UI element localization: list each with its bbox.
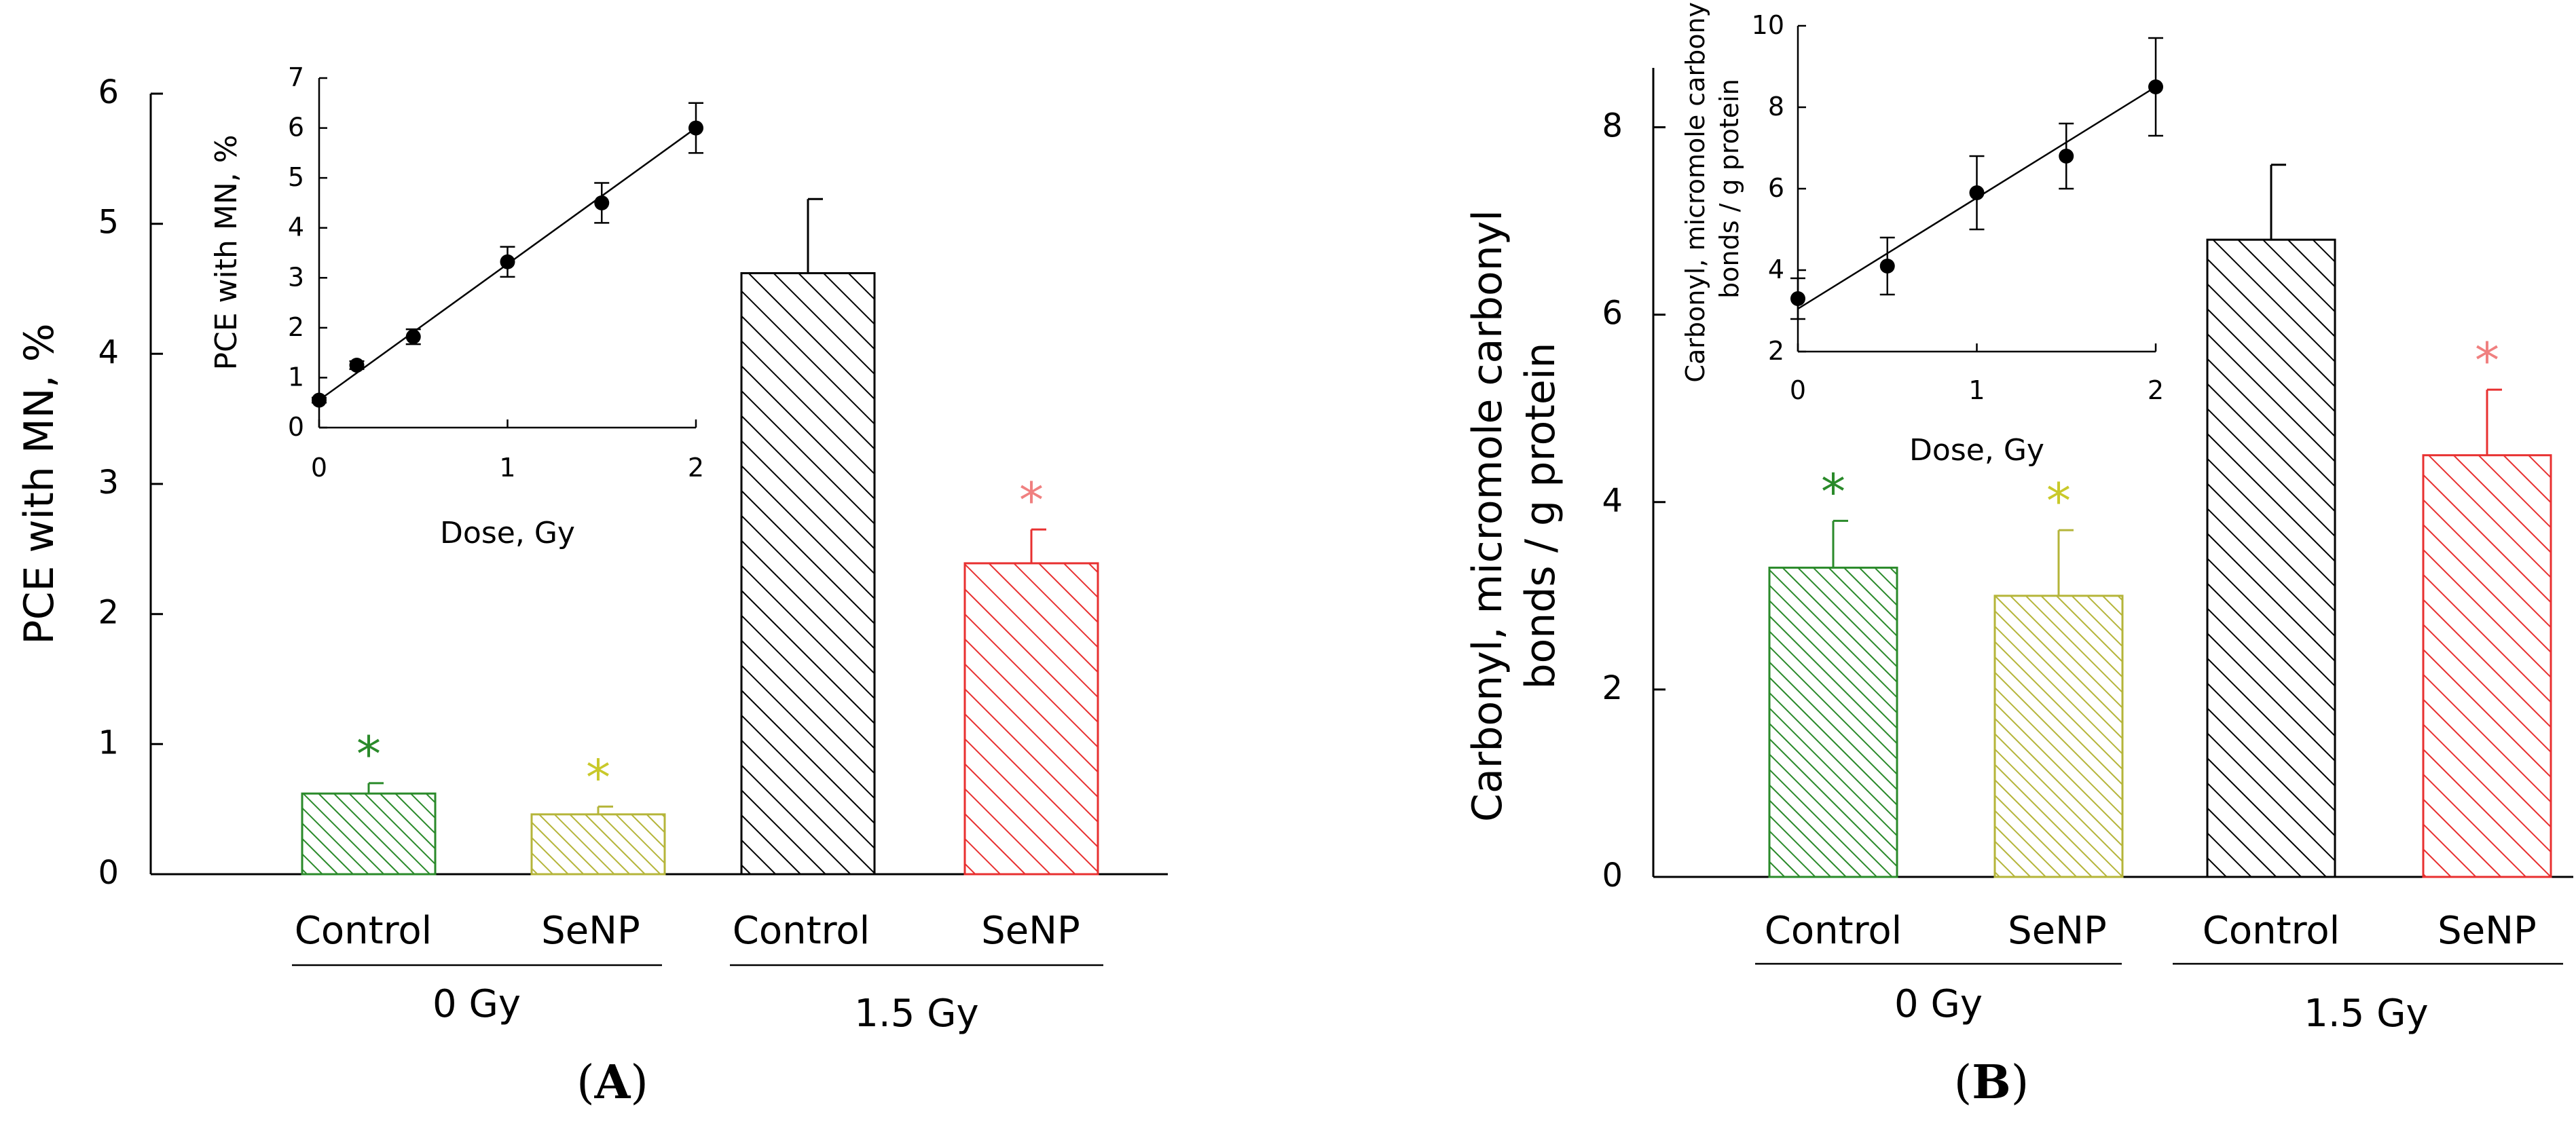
panel-b-significance-marker-3: *: [2475, 332, 2499, 389]
panel-b-bar-1: [1993, 595, 2124, 878]
panel-a-group-label-1: 1.5 Gy: [854, 992, 978, 1036]
panel-a-inset-point-1: [349, 358, 365, 373]
panel-b-ytick-label-4: 8: [1602, 107, 1623, 145]
panel-a-inset-ytick-label-6: 6: [288, 113, 304, 143]
panel-a: 0 1 2 3 4 5 6 PCE with MN, % * * * Control…: [16, 62, 1168, 1110]
panel-b-bars: * * *: [1768, 164, 2552, 878]
panel-a-bar-2: [740, 272, 876, 876]
panel-b-inset-ytick-label-1: 4: [1768, 255, 1784, 284]
panel-b-inset: 2 4 6 8 10 0 1 2 Dose, Gy Carbonyl, micr…: [1680, 0, 2164, 468]
panel-a-ytick-label-0: 0: [98, 854, 119, 892]
panel-b-label: (B): [1954, 1055, 2029, 1110]
panel-b-inset-point-3: [2059, 149, 2074, 164]
panel-b-inset-xtick-label-2: 2: [2148, 375, 2164, 405]
panel-a-group-label-0: 0 Gy: [433, 982, 521, 1026]
panel-b-inset-xtick-label-0: 0: [1790, 375, 1806, 405]
panel-b-ytick-label-2: 4: [1602, 482, 1623, 520]
panel-b-inset-y-axis-title-line-1: Carbonyl, micromole carbonyl: [1680, 0, 1710, 383]
panel-a-inset-point-0: [312, 392, 327, 408]
panel-a-inset-point-5: [688, 120, 703, 136]
panel-a-inset-ytick-label-7: 7: [288, 62, 304, 92]
panel-b-inset-ytick-label-2: 6: [1768, 173, 1784, 203]
panel-a-ytick-label-4: 4: [98, 333, 119, 371]
panel-a-inset-point-2: [405, 329, 421, 345]
panel-a-ytick-label-5: 5: [98, 204, 119, 242]
panel-a-ytick-label-3: 3: [98, 464, 119, 502]
panel-b-xtick-label-2: Control: [2203, 909, 2340, 953]
panel-b-inset-x-axis-title: Dose, Gy: [1909, 433, 2044, 468]
panel-a-inset-ticks: [318, 77, 697, 429]
panel-a-inset-ytick-label-5: 5: [288, 162, 304, 192]
panel-a-significance-marker-3: *: [1019, 472, 1044, 529]
panel-b-inset-point-0: [1790, 291, 1805, 306]
panel-a-inset-xtick-label-0: 0: [311, 453, 327, 483]
panel-b-inset-ticks: [1797, 24, 2157, 353]
panel-a-ytick-label-2: 2: [98, 594, 119, 632]
panel-a-y-axis: 0 1 2 3 4 5 6 PCE with MN, %: [16, 73, 163, 892]
panel-a-inset-ytick-label-0: 0: [288, 412, 304, 442]
panel-b-y-axis-title-line-1: Carbonyl, micromole carbonyl: [1464, 210, 1511, 822]
panel-b-group-label-0: 0 Gy: [1894, 982, 1983, 1026]
panel-b-group-label-1: 1.5 Gy: [2304, 992, 2428, 1036]
panel-b-xtick-label-3: SeNP: [2437, 909, 2537, 953]
panel-b-inset-ytick-label-3: 8: [1768, 92, 1784, 121]
panel-b-xtick-label-0: Control: [1765, 909, 1902, 953]
panel-a-significance-marker-1: *: [586, 749, 610, 806]
panel-a-inset: 0 1 2 3 4 5 6 7 0 1 2 Dose, Gy PCE with …: [209, 62, 704, 550]
panel-b-label-letter: B: [1972, 1055, 2010, 1110]
panel-a-inset-xtick-label-2: 2: [688, 453, 704, 483]
panel-b-inset-points: [1790, 37, 2163, 320]
panel-b-bar-0: [1768, 566, 1898, 878]
panel-b-y-axis-title: Carbonyl, micromole carbonyl bonds / g p…: [1464, 210, 1564, 822]
panel-a-label-letter: A: [594, 1055, 631, 1110]
panel-a-inset-x-axis-title: Dose, Gy: [440, 516, 575, 550]
panel-a-xtick-label-3: SeNP: [981, 909, 1080, 953]
panel-b-inset-ytick-label-4: 10: [1752, 10, 1784, 40]
panel-b-inset-xtick-label-1: 1: [1968, 375, 1985, 405]
panel-b-ytick-label-0: 0: [1602, 857, 1623, 895]
panel-a-ytick-label-6: 6: [98, 73, 119, 111]
panel-a-y-ticks: [151, 92, 163, 876]
panel-a-label: (A): [576, 1055, 648, 1110]
panel-a-inset-y-axis-title: PCE with MN, %: [209, 134, 244, 370]
panel-a-y-axis-title: PCE with MN, %: [16, 323, 63, 644]
panel-b-inset-y-axis-title: Carbonyl, micromole carbonyl bonds / g p…: [1680, 0, 1744, 383]
panel-b-y-ticks: [1653, 126, 1666, 878]
panel-b-y-axis: 0 2 4 6 8 Carbonyl, micromole carbonyl b…: [1464, 68, 1666, 895]
panel-a-inset-ytick-label-1: 1: [288, 362, 304, 392]
panel-a-xtick-label-2: Control: [733, 909, 870, 953]
panel-b-inset-ytick-label-0: 2: [1768, 336, 1784, 366]
panel-b-y-axis-title-line-2: bonds / g protein: [1517, 343, 1564, 690]
panel-a-bar-0: [301, 792, 437, 876]
panel-a-inset-ytick-label-2: 2: [288, 312, 304, 342]
panel-b-inset-point-2: [1969, 185, 1985, 200]
panel-a-bar-3: [963, 562, 1099, 876]
panel-a-bar-1: [530, 813, 666, 876]
panel-b-bar-3: [2422, 454, 2552, 878]
panel-b-inset-point-1: [1879, 259, 1895, 274]
panel-a-xtick-label-0: Control: [295, 909, 432, 953]
panel-b-xtick-label-1: SeNP: [2008, 909, 2107, 953]
panel-a-inset-ytick-label-4: 4: [288, 212, 304, 242]
panel-a-inset-ytick-label-3: 3: [288, 262, 304, 292]
panel-a-ytick-label-1: 1: [98, 724, 119, 762]
panel-a-inset-xtick-label-1: 1: [499, 453, 515, 483]
panel-b-inset-y-axis-title-line-2: bonds / g protein: [1714, 79, 1744, 299]
panel-b-significance-marker-1: *: [2046, 472, 2071, 529]
panel-b-ytick-label-3: 6: [1602, 295, 1623, 333]
panel-b-significance-marker-0: *: [1821, 463, 1845, 520]
panel-a-inset-point-3: [500, 254, 515, 269]
panel-a-significance-marker-0: *: [356, 726, 381, 783]
panel-a-inset-points: [312, 102, 703, 408]
panel-b-ytick-label-1: 2: [1602, 669, 1623, 707]
panel-b-inset-point-4: [2148, 79, 2163, 94]
panel-a-xtick-label-1: SeNP: [541, 909, 640, 953]
panel-a-inset-point-4: [594, 195, 610, 210]
panel-a-bars: * * *: [301, 198, 1099, 876]
panel-b-bar-2: [2206, 238, 2336, 878]
panel-b: 0 2 4 6 8 Carbonyl, micromole carbonyl b…: [1464, 0, 2573, 1110]
